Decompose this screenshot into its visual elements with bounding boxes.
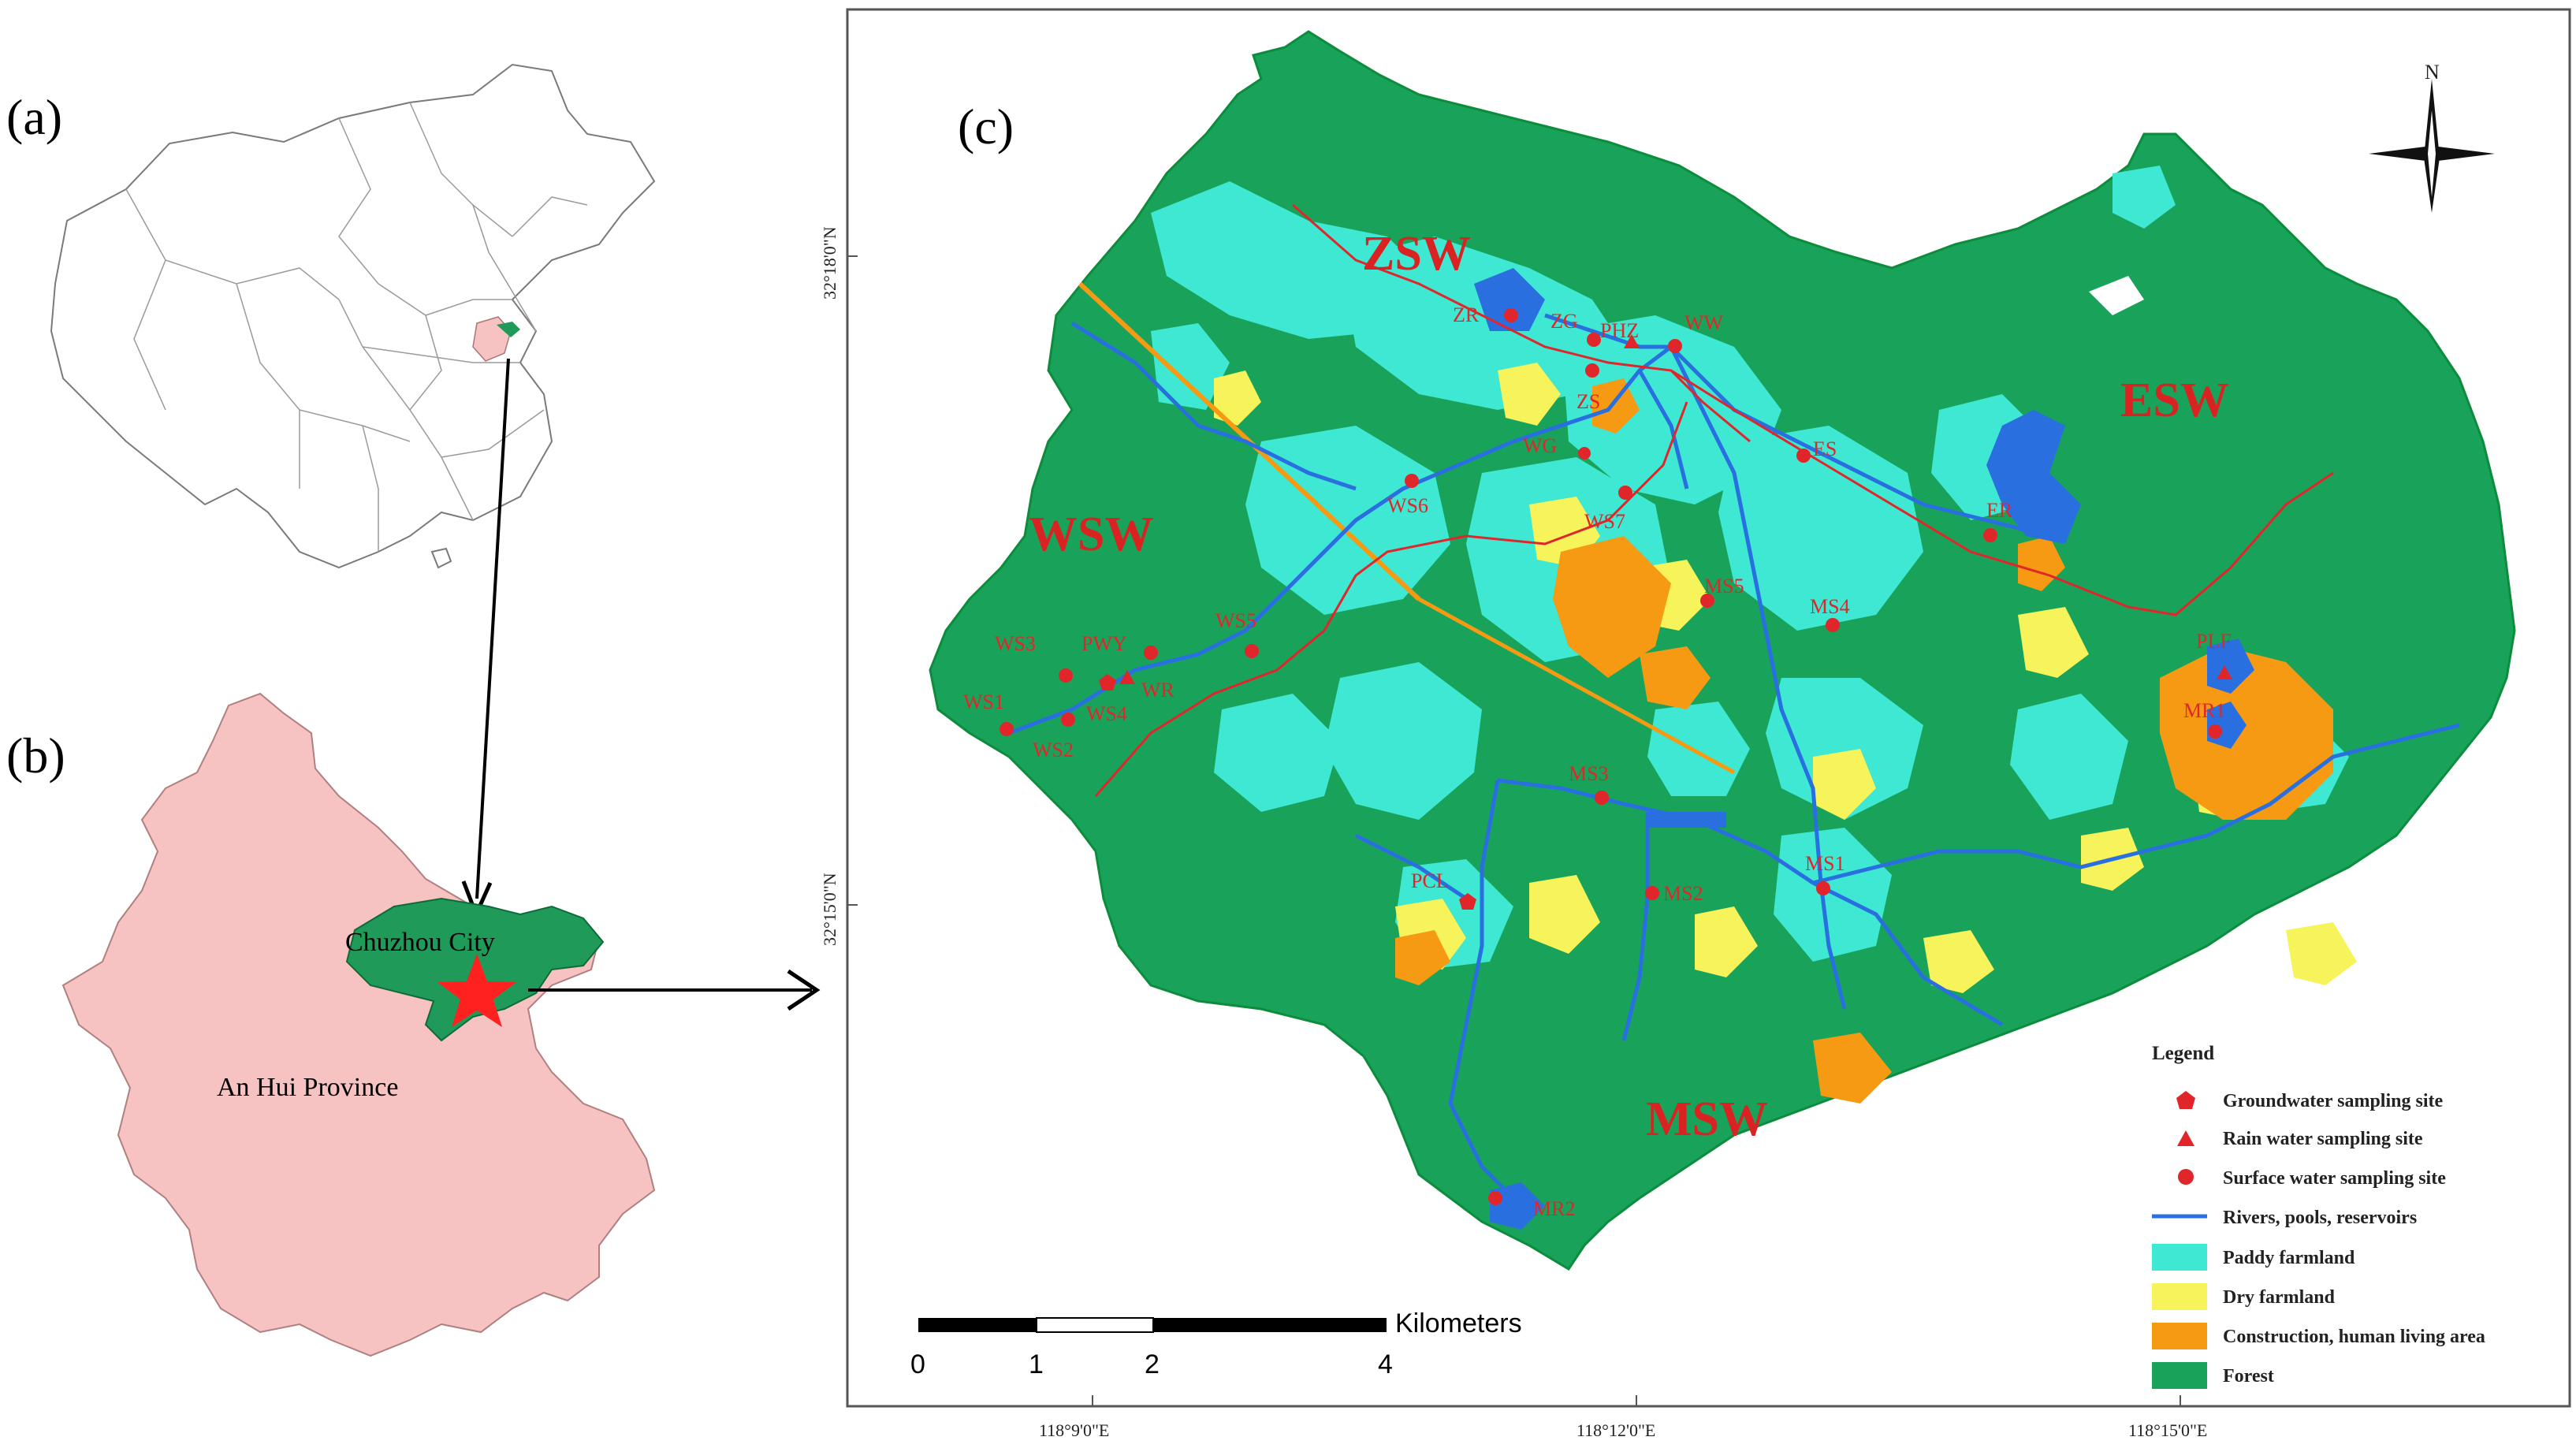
white-patch (2089, 276, 2144, 315)
legend-groundwater-icon (2176, 1091, 2195, 1109)
legend-surface-icon (2178, 1169, 2194, 1185)
site-ws2: WS2 (1033, 739, 1074, 761)
site-plf: PLF (2196, 630, 2232, 653)
china-province-lines (125, 102, 588, 552)
scale-tick-0: 0 (910, 1349, 925, 1379)
site-wg: WG (1523, 434, 1557, 457)
sampling-site-markers (1000, 308, 2232, 1205)
legend-item-construction: Construction, human living area (2223, 1327, 2485, 1347)
panel-b-label: (b) (6, 728, 65, 784)
construction-area-patches (1395, 378, 2333, 1104)
legend-dry-swatch (2152, 1283, 2207, 1310)
panel-c-study-area-map: (c) (820, 8, 2571, 1440)
site-mr2: MR2 (1533, 1197, 1575, 1220)
china-outline (50, 63, 656, 569)
site-wr: WR (1141, 679, 1175, 702)
scale-tick-2: 2 (1145, 1349, 1160, 1379)
north-label: N (2425, 61, 2440, 84)
site-ms1: MS1 (1805, 852, 1845, 875)
arrow-a-to-b (475, 358, 510, 899)
lon-label-3: 118°15'0"E (2128, 1420, 2207, 1440)
panel-c-label: (c) (958, 99, 1014, 154)
panel-a-china-map: (a) (6, 63, 656, 920)
lat-label-1: 32°18'0"N (820, 226, 839, 300)
legend-item-rivers: Rivers, pools, reservoirs (2223, 1208, 2417, 1228)
legend-construction-swatch (2152, 1323, 2207, 1349)
lon-label-1: 118°9'0"E (1039, 1420, 1109, 1440)
zone-label-msw: MSW (1646, 1093, 1768, 1146)
site-zr: ZR (1453, 303, 1480, 326)
legend-item-forest: Forest (2223, 1366, 2274, 1387)
legend-item-paddy: Paddy farmland (2223, 1248, 2355, 1268)
site-ms2: MS2 (1663, 882, 1703, 905)
legend: Legend Groundwater sampling site Rain wa… (2152, 1043, 2485, 1389)
legend-rain-icon (2177, 1130, 2194, 1146)
catchment-forest-area (929, 30, 2516, 1271)
site-mr1: MR1 (2183, 699, 2225, 722)
scale-unit: Kilometers (1395, 1308, 1522, 1338)
site-ws6: WS6 (1387, 494, 1428, 517)
site-ws4: WS4 (1086, 702, 1127, 725)
site-phz: PHZ (1600, 319, 1639, 342)
panel-b-anhui-map: (b) Chuzhou City An Hui Province (6, 692, 821, 1357)
north-arrow-icon: N (2369, 61, 2495, 213)
anhui-province-shape (61, 692, 656, 1357)
legend-item-dry: Dry farmland (2223, 1287, 2336, 1308)
legend-item-groundwater: Groundwater sampling site (2223, 1091, 2443, 1111)
subwatershed-boundaries (1094, 203, 2334, 797)
site-er: ER (1986, 499, 2013, 522)
legend-forest-swatch (2152, 1362, 2207, 1389)
legend-item-surface: Surface water sampling site (2223, 1168, 2446, 1189)
site-ww: WW (1684, 311, 1724, 334)
site-pcl: PCL (1411, 869, 1449, 892)
site-ws7: WS7 (1584, 510, 1625, 533)
site-ws1: WS1 (963, 690, 1004, 713)
lon-label-2: 118°12'0"E (1576, 1420, 1655, 1440)
zone-label-wsw: WSW (1029, 508, 1153, 561)
scale-tick-4: 4 (1378, 1349, 1393, 1379)
site-ws3: WS3 (995, 632, 1036, 655)
site-ms3: MS3 (1569, 762, 1609, 785)
site-zs: ZS (1576, 390, 1600, 413)
site-ms4: MS4 (1810, 595, 1850, 618)
chuzhou-city-label: Chuzhou City (345, 928, 495, 957)
site-ws5: WS5 (1215, 609, 1256, 632)
scale-tick-1: 1 (1029, 1349, 1044, 1379)
legend-item-rain: Rain water sampling site (2223, 1129, 2423, 1149)
anhui-province-label: An Hui Province (217, 1073, 398, 1102)
site-ms5: MS5 (1704, 575, 1744, 597)
zone-label-zsw: ZSW (1362, 227, 1471, 281)
site-zg: ZG (1550, 310, 1578, 333)
scale-bar: 0 1 2 4 Kilometers (910, 1308, 1522, 1379)
study-area-star-icon (437, 954, 516, 1027)
lat-label-2: 32°15'0"N (820, 873, 839, 946)
zone-label-esw: ESW (2120, 374, 2229, 427)
water-bodies (1474, 268, 2254, 1230)
site-pwy: PWY (1081, 632, 1127, 655)
legend-paddy-swatch (2152, 1244, 2207, 1271)
site-es: ES (1813, 437, 1837, 460)
panel-a-label: (a) (6, 89, 62, 145)
legend-title: Legend (2152, 1043, 2214, 1064)
